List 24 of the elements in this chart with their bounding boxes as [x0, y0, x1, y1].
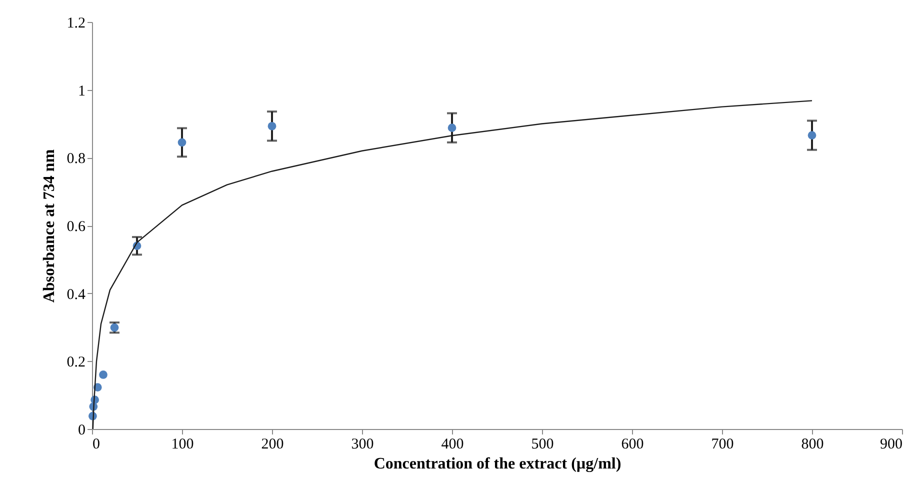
- point: [808, 131, 816, 140]
- x-tick-label: 900: [880, 436, 902, 452]
- y-tick-label: 1: [78, 83, 86, 100]
- point: [448, 124, 456, 132]
- point: [268, 122, 276, 130]
- x-tick-label: 700: [711, 436, 734, 452]
- x-tick-label: 500: [531, 436, 554, 452]
- x-tick-label: 300: [351, 436, 374, 452]
- x-tick-label: 600: [621, 436, 644, 452]
- x-tick-label: 100: [171, 436, 194, 452]
- y-tick-label: 0.4: [66, 286, 86, 303]
- y-axis-title: Absorbance at 734 nm: [40, 148, 58, 303]
- x-axis-title: Concentration of the extract (µg/ml): [374, 456, 622, 472]
- point: [178, 138, 186, 147]
- y-tick-label: 0.2: [66, 354, 86, 371]
- x-tick-label: 400: [441, 436, 464, 452]
- y-tick-label: 1.2: [66, 16, 86, 32]
- y-tick-label: 0: [78, 422, 86, 438]
- point: [99, 370, 108, 379]
- y-tick-label: 0.6: [66, 219, 86, 235]
- x-tick-label: 800: [801, 436, 824, 452]
- x-tick-label: 200: [261, 436, 284, 452]
- x-tick-label: 0: [92, 436, 100, 452]
- y-tick-label: 0.8: [66, 151, 86, 168]
